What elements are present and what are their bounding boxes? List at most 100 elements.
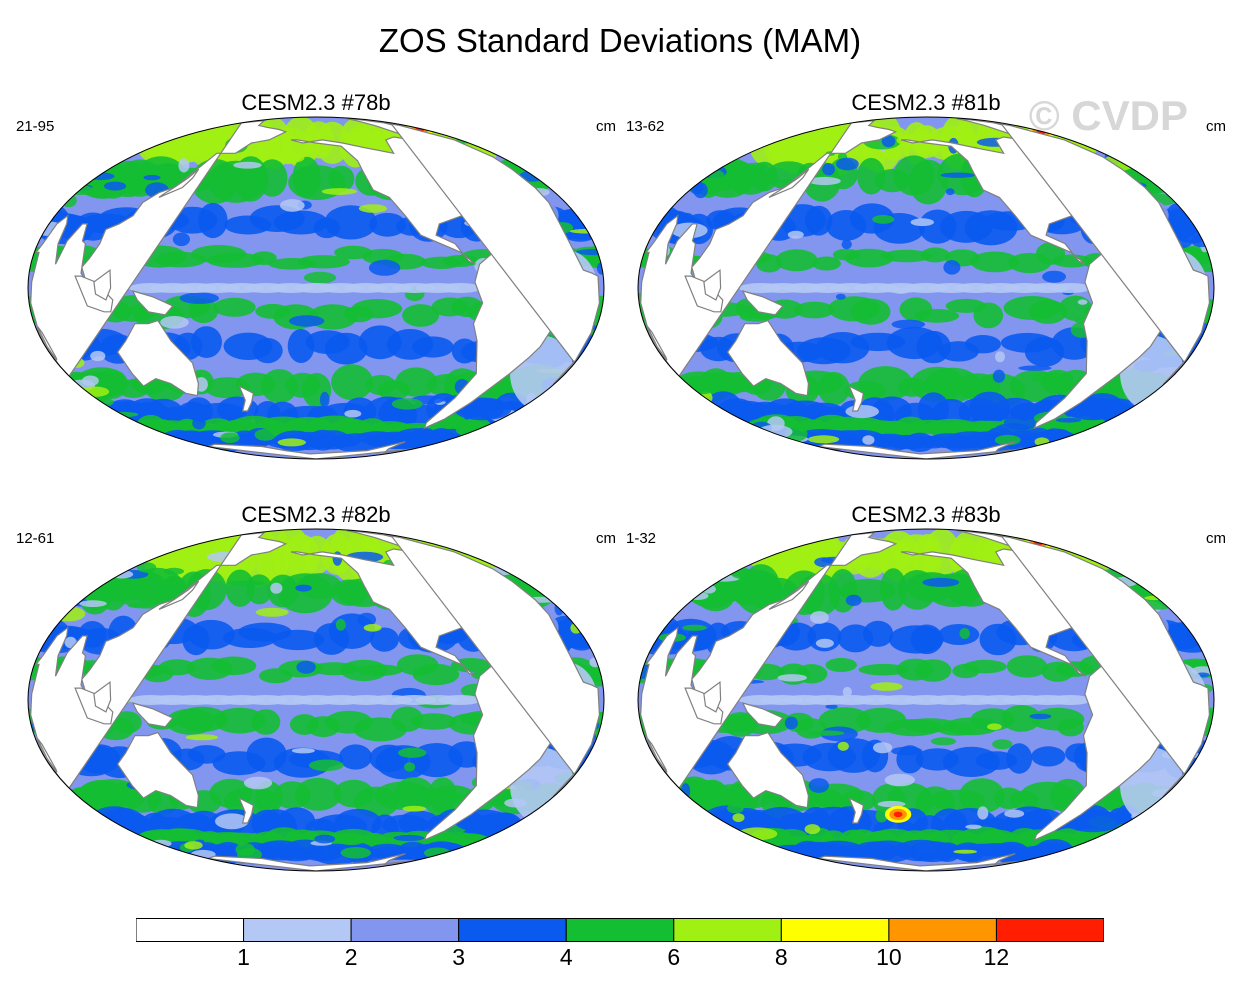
zos-anomaly-blob — [357, 612, 377, 627]
zos-anomaly-blob — [732, 813, 745, 822]
zos-anomaly-blob — [393, 834, 425, 842]
land-new-guinea — [741, 290, 784, 316]
zos-anomaly-blob — [775, 249, 818, 272]
zos-anomaly-blob — [1001, 705, 1042, 732]
zos-anomaly-blob — [825, 704, 838, 709]
zos-anomaly-blob — [328, 165, 355, 192]
zos-anomaly-blob — [727, 803, 744, 814]
zos-anomaly-blob — [837, 741, 849, 751]
zos-anomaly-blob — [858, 663, 909, 676]
zos-anomaly-blob — [987, 723, 1002, 730]
zos-anomaly-blob — [404, 762, 416, 772]
land-new-zealand — [848, 384, 865, 412]
land-indonesia — [684, 275, 724, 313]
colorbar-swatch — [565, 918, 675, 942]
zos-anomaly-blob — [254, 428, 277, 441]
land-indonesia — [74, 275, 114, 313]
zos-anomaly-blob — [308, 759, 344, 772]
zos-anomaly-blob — [859, 845, 875, 860]
panel-units: cm — [1206, 118, 1226, 135]
colorbar-tick-label: 3 — [452, 944, 466, 970]
zos-anomaly-blob — [356, 664, 403, 676]
zos-anomaly-blob — [188, 619, 235, 650]
zos-anomaly-blob — [877, 800, 906, 808]
map-border — [27, 528, 605, 872]
cvdp-watermark: © CVDP — [1028, 92, 1188, 139]
zos-anomaly-blob — [841, 239, 852, 250]
zos-anomaly-blob — [777, 674, 807, 682]
land-eurasia-africa-west — [30, 119, 288, 378]
land-madagascar — [646, 738, 668, 773]
zos-anomaly-blob — [992, 739, 1013, 750]
zos-anomaly-blob — [845, 404, 879, 419]
zos-anomaly-blob — [136, 562, 157, 573]
colorbar-swatch — [995, 918, 1104, 942]
zos-anomaly-blob — [351, 299, 403, 319]
zos-anomaly-blob — [938, 624, 980, 645]
panel-range: 1-32 — [626, 530, 657, 547]
zos-anomaly-blob — [220, 432, 240, 444]
panel-units: cm — [596, 530, 616, 547]
land-eurasia-africa-west — [30, 531, 288, 790]
colorbar-tick-labels: 1 2 3 4 6 8 10 12 — [136, 944, 1104, 974]
zos-anomaly-blob — [185, 734, 219, 741]
zos-anomaly-blob — [914, 659, 952, 682]
zos-anomaly-blob — [784, 845, 819, 861]
land-indonesia — [74, 687, 114, 725]
zos-anomaly-blob — [211, 656, 257, 676]
zos-anomaly-blob — [808, 778, 829, 793]
zos-anomaly-blob — [1051, 254, 1092, 268]
map-canvas — [637, 116, 1215, 460]
zos-anomaly-blob — [424, 847, 451, 859]
zos-anomaly-blob — [815, 638, 834, 648]
zos-anomaly-blob — [179, 292, 219, 304]
zos-anomaly-blob — [391, 398, 423, 410]
zos-anomaly-blob — [158, 659, 196, 676]
panel-units: cm — [1206, 530, 1226, 547]
zos-anomaly-blob — [291, 748, 315, 754]
zos-anomaly-blob — [702, 584, 716, 594]
zos-anomaly-blob — [1144, 595, 1164, 601]
zos-anomaly-blob — [739, 311, 773, 322]
zos-anomaly-blob — [395, 367, 438, 397]
zos-anomaly-blob — [731, 569, 770, 580]
equatorial-band — [1048, 695, 1092, 705]
zos-anomaly-blob — [913, 686, 944, 698]
zos-hotspot — [893, 811, 903, 818]
zos-anomaly-blob — [995, 351, 1005, 363]
zos-anomaly-blob — [970, 251, 1020, 273]
zos-anomaly-blob — [402, 304, 440, 327]
colorbar-swatch — [888, 918, 997, 942]
land-madagascar — [646, 326, 668, 361]
zos-anomaly-blob — [259, 842, 288, 853]
zos-anomaly-blob — [340, 847, 371, 859]
zos-anomaly-blob — [324, 205, 378, 240]
zos-anomaly-blob — [575, 249, 604, 256]
zos-anomaly-blob — [910, 624, 943, 655]
zos-anomaly-blob — [953, 849, 977, 854]
zos-anomaly-blob — [845, 594, 862, 606]
zos-anomaly-blob — [368, 259, 401, 276]
land-indonesia — [684, 687, 724, 725]
zos-anomaly-blob — [341, 433, 353, 446]
zos-anomaly-blob — [1042, 270, 1066, 283]
zos-anomaly-blob — [255, 607, 289, 617]
zos-anomaly-blob — [678, 212, 693, 219]
land-australia — [726, 731, 810, 809]
equatorial-band — [438, 695, 482, 705]
zos-anomaly-blob — [275, 152, 305, 163]
colorbar-swatch — [673, 918, 782, 942]
zos-anomaly-blob — [243, 776, 273, 790]
zos-anomaly-blob — [324, 332, 368, 365]
zos-anomaly-blob — [873, 742, 893, 754]
land-new-zealand — [238, 384, 255, 412]
zos-anomaly-blob — [369, 212, 407, 237]
map-panel-83b: CESM2.3 #83b 1-32 cm — [626, 502, 1226, 882]
zos-anomaly-blob — [1006, 743, 1033, 774]
zos-anomaly-blob — [891, 746, 923, 756]
zos-anomaly-blob — [1029, 713, 1052, 720]
colorbar-swatch — [136, 918, 245, 942]
zos-anomaly-blob — [402, 805, 427, 812]
zos-anomaly-blob — [922, 577, 960, 587]
zos-anomaly-blob — [1055, 418, 1082, 423]
